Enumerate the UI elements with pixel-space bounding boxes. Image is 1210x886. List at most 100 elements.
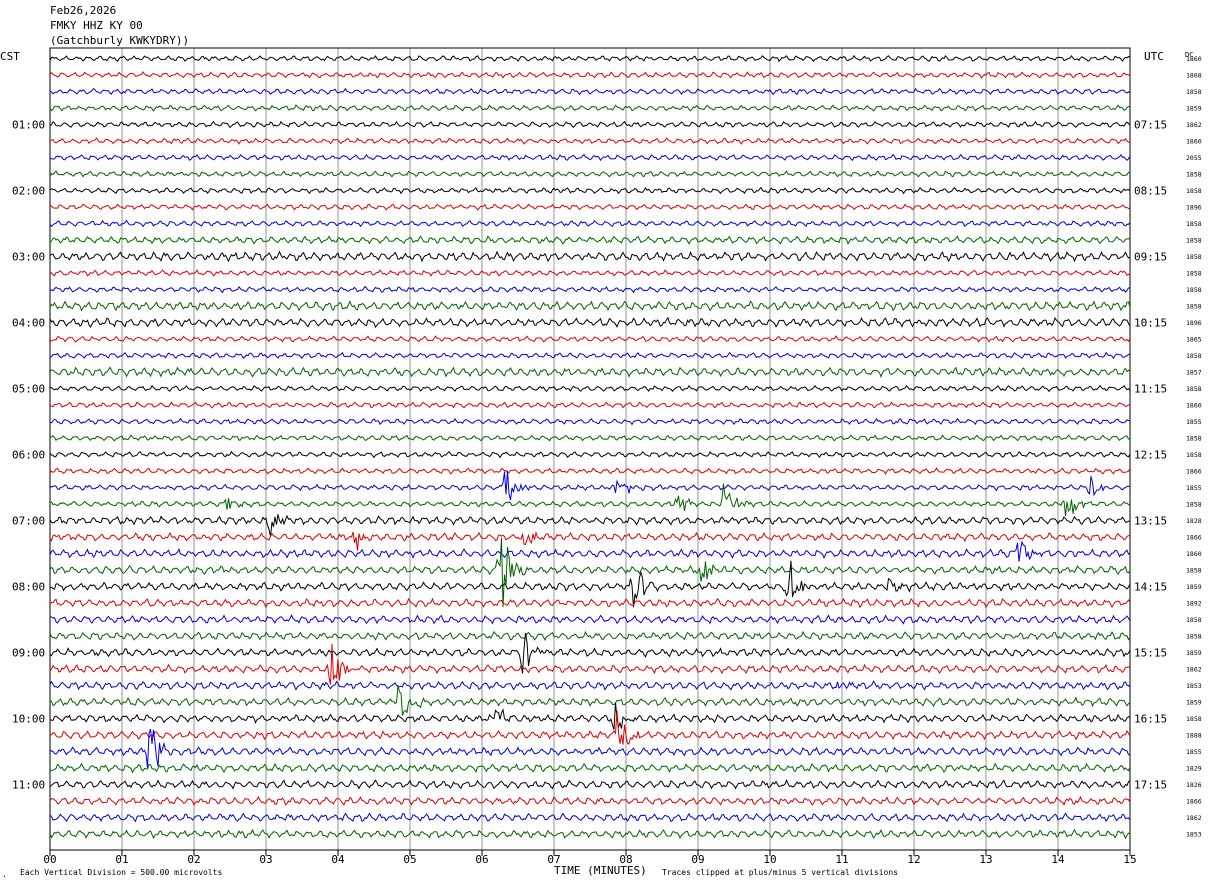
dc-offset-label: 1855 — [1186, 484, 1202, 492]
dc-offset-label: 1868 — [1186, 72, 1202, 80]
dc-offset-label: 1858 — [1186, 220, 1202, 228]
x-tick-label: 02 — [187, 853, 200, 866]
seismic-trace-4 — [49, 104, 1131, 112]
right-hour-label: 08:15 — [1134, 185, 1167, 198]
seismic-trace-26 — [49, 467, 1131, 475]
left-hour-label: 01:00 — [12, 119, 45, 132]
scale-note: Each Vertical Division = 500.00 microvol… — [20, 868, 222, 877]
x-tick-label: 13 — [979, 853, 992, 866]
right-hour-label: 11:15 — [1134, 383, 1167, 396]
dc-offset-label: 1858 — [1186, 237, 1202, 245]
seismic-trace-30 — [49, 530, 1131, 551]
seismic-trace-18 — [49, 335, 1131, 343]
dc-offset-label: 1858 — [1186, 715, 1202, 723]
dc-offset-label: 1859 — [1186, 699, 1202, 707]
x-tick-label: 04 — [331, 853, 345, 866]
right-hour-label: 12:15 — [1134, 449, 1167, 462]
seismic-trace-36 — [49, 630, 1131, 641]
right-hour-label: 17:15 — [1134, 779, 1167, 792]
seismic-trace-8 — [49, 170, 1131, 178]
seismic-trace-21 — [49, 384, 1131, 393]
seismic-trace-3 — [49, 87, 1131, 96]
seismic-trace-11 — [49, 219, 1131, 228]
dc-offset-label: 1828 — [1186, 517, 1202, 525]
x-tick-label: 09 — [691, 853, 704, 866]
seismic-trace-25 — [49, 450, 1131, 459]
dc-offset-label: 1859 — [1186, 583, 1202, 591]
dc-offset-label: 1855 — [1186, 748, 1202, 756]
x-tick-label: 11 — [835, 853, 848, 866]
right-timezone-label: UTC — [1144, 50, 1164, 63]
dc-offset-label: 1858 — [1186, 352, 1202, 360]
seismic-trace-45 — [49, 779, 1131, 790]
seismic-trace-27 — [49, 470, 1131, 501]
dc-offset-label: 1858 — [1186, 253, 1202, 261]
seismic-trace-44 — [49, 762, 1131, 774]
seismic-trace-40 — [49, 685, 1131, 716]
dc-offset-label: 1858 — [1186, 435, 1202, 443]
seismic-trace-1 — [49, 54, 1131, 63]
dc-offset-label: 1858 — [1186, 187, 1202, 195]
seismic-trace-24 — [49, 434, 1131, 442]
seismic-trace-42 — [49, 710, 1131, 745]
dc-offset-label: 1858 — [1186, 385, 1202, 393]
left-hour-label: 07:00 — [12, 515, 45, 528]
seismic-trace-5 — [49, 120, 1131, 129]
dc-offset-label: 1866 — [1186, 468, 1202, 476]
x-axis-title: TIME (MINUTES) — [554, 864, 647, 877]
seismic-trace-7 — [49, 153, 1131, 162]
dc-offset-label: 1858 — [1186, 303, 1202, 311]
dc-offset-label: 1858 — [1186, 451, 1202, 459]
seismic-trace-32 — [49, 537, 1131, 608]
seismic-traces — [49, 54, 1131, 840]
x-tick-label: 12 — [907, 853, 920, 866]
dc-offset-label: 1860 — [1186, 550, 1202, 558]
plot-frame — [49, 47, 1131, 851]
dc-offset-label: 1860 — [1186, 55, 1202, 63]
dc-offset-label: 1858 — [1186, 270, 1202, 278]
left-timezone-label: CST — [0, 50, 20, 63]
x-tick-label: 01 — [115, 853, 128, 866]
station-location: (Gatchburly KWKYDRY)) — [50, 34, 190, 47]
dc-offset-label: 1865 — [1186, 336, 1202, 344]
seismic-trace-33 — [49, 560, 1131, 608]
dc-offset-label: 1853 — [1186, 682, 1202, 690]
right-hour-label: 16:15 — [1134, 713, 1167, 726]
left-hour-label: 11:00 — [12, 779, 45, 792]
x-tick-label: 03 — [259, 853, 272, 866]
seismic-trace-38 — [49, 643, 1131, 685]
seismic-trace-22 — [49, 401, 1131, 409]
right-hour-label: 07:15 — [1134, 119, 1167, 132]
corner-mark: . — [2, 870, 7, 879]
dc-offset-label: 1866 — [1186, 798, 1202, 806]
left-hour-label: 09:00 — [12, 647, 45, 660]
dc-offset-label: 1853 — [1186, 831, 1202, 839]
dc-offset-label: 1857 — [1186, 369, 1202, 377]
dc-offset-label: 1866 — [1186, 534, 1202, 542]
left-hour-label: 03:00 — [12, 251, 45, 264]
seismic-trace-41 — [49, 702, 1131, 730]
seismic-trace-16 — [49, 300, 1131, 312]
seismic-trace-39 — [49, 680, 1131, 691]
x-tick-label: 07 — [547, 853, 560, 866]
dc-offset-label: 1826 — [1186, 781, 1202, 789]
dc-offset-label: 1888 — [1186, 732, 1202, 740]
seismic-trace-43 — [49, 729, 1131, 768]
seismic-trace-35 — [49, 614, 1131, 625]
dc-offset-label: 1829 — [1186, 765, 1202, 773]
seismic-trace-20 — [49, 366, 1131, 379]
dc-offset-label: 1858 — [1186, 286, 1202, 294]
dc-offset-label: 1860 — [1186, 402, 1202, 410]
seismic-trace-31 — [49, 540, 1131, 562]
seismic-trace-12 — [49, 235, 1131, 245]
seismic-trace-47 — [49, 812, 1131, 823]
right-hour-label: 15:15 — [1134, 647, 1167, 660]
seismic-trace-2 — [49, 71, 1131, 79]
dc-offset-label: 1858 — [1186, 567, 1202, 575]
seismic-trace-10 — [49, 203, 1131, 211]
right-hour-label: 10:15 — [1134, 317, 1167, 330]
x-tick-label: 08 — [619, 853, 632, 866]
left-hour-label: 02:00 — [12, 185, 45, 198]
seismic-trace-19 — [49, 351, 1131, 360]
